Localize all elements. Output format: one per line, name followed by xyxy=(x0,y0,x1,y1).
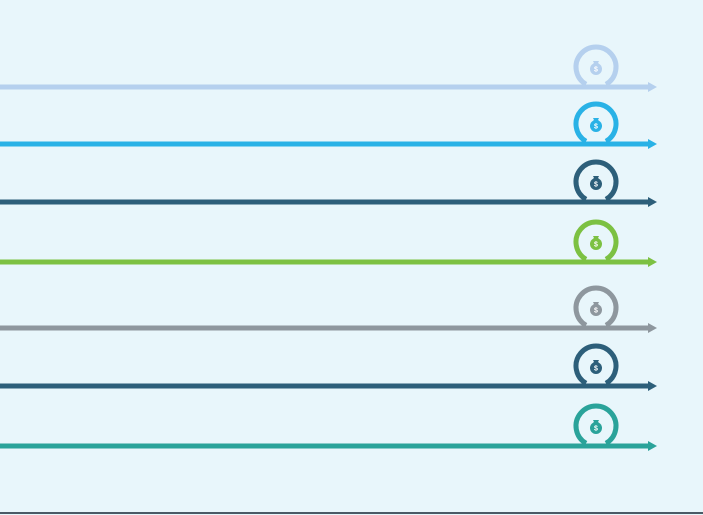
timeline-row: $ xyxy=(0,101,657,149)
timeline-row: $ xyxy=(0,44,657,92)
svg-text:$: $ xyxy=(594,308,598,315)
timeline-row: $ xyxy=(0,285,657,333)
arrow-head xyxy=(648,441,657,451)
money-bag-icon: $ xyxy=(590,176,602,190)
loop-ring xyxy=(573,219,619,262)
money-bag-icon: $ xyxy=(590,302,602,316)
svg-text:$: $ xyxy=(594,242,598,249)
bottom-divider xyxy=(0,512,703,514)
timeline-row: $ xyxy=(0,403,657,451)
money-bag-icon: $ xyxy=(590,420,602,434)
arrow-head xyxy=(648,197,657,207)
money-bag-icon: $ xyxy=(590,118,602,132)
loop-ring xyxy=(573,159,619,202)
loop-ring xyxy=(573,101,619,144)
arrow-head xyxy=(648,381,657,391)
timeline-row: $ xyxy=(0,343,657,391)
arrow-head xyxy=(648,257,657,267)
money-bag-icon: $ xyxy=(590,61,602,75)
svg-text:$: $ xyxy=(594,366,598,373)
svg-text:$: $ xyxy=(594,182,598,189)
svg-text:$: $ xyxy=(594,67,598,74)
timeline-row: $ xyxy=(0,159,657,207)
svg-text:$: $ xyxy=(594,124,598,131)
money-bag-icon: $ xyxy=(590,360,602,374)
loop-ring xyxy=(573,285,619,328)
loop-ring xyxy=(573,343,619,386)
arrow-head xyxy=(648,139,657,149)
arrow-head xyxy=(648,323,657,333)
loop-ring xyxy=(573,403,619,446)
arrow-head xyxy=(648,82,657,92)
loop-ring xyxy=(573,44,619,87)
timeline-row: $ xyxy=(0,219,657,267)
money-bag-icon: $ xyxy=(590,236,602,250)
svg-text:$: $ xyxy=(594,426,598,433)
